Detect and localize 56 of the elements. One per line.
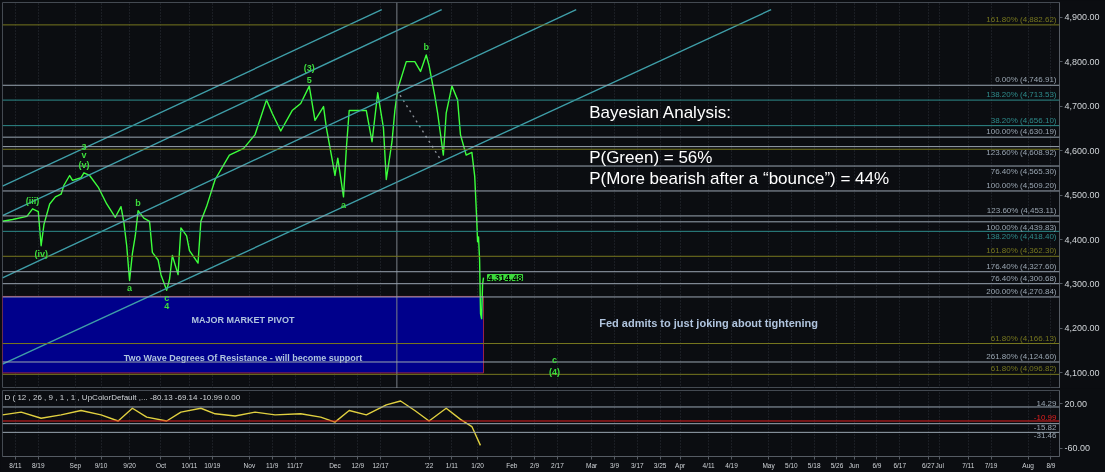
ref-line-label: 61.80% (4,096.82): [990, 364, 1057, 374]
annotation: 5: [306, 75, 312, 86]
annotation: P(More bearish after a “bounce”) = 44%: [589, 169, 890, 189]
y-tick-label: 4,600.00: [1064, 145, 1100, 156]
ref-line-label: -10.99: [1033, 413, 1058, 422]
annotation: (3): [303, 63, 315, 74]
y-tick-label: 4,900.00: [1064, 12, 1100, 23]
band-label: MAJOR MARKET PIVOT: [191, 314, 296, 325]
y-tick-label: 4,500.00: [1064, 190, 1100, 201]
ref-line-label: 200.00% (4,270.84): [986, 286, 1057, 296]
ref-line-label: 123.60% (4,608.92): [986, 147, 1057, 157]
ref-line-label: 138.20% (4,713.53): [986, 90, 1057, 100]
y-tick-label: 4,300.00: [1064, 279, 1100, 289]
ref-line-label: 123.60% (4,453.11): [986, 205, 1057, 215]
annotation: 3: [81, 141, 87, 152]
ref-line-label: 100.00% (4,509.20): [986, 180, 1057, 190]
ref-line-label: 176.40% (4,327.60): [986, 261, 1057, 271]
ref-line-label: -15.82: [1033, 422, 1058, 432]
annotation: a: [127, 283, 134, 294]
y-tick-label: 4,100.00: [1064, 367, 1100, 378]
ref-line-label: 14.29: [1036, 398, 1058, 408]
annotation: Bayesian Analysis:: [589, 103, 731, 123]
y-tick-label: 20.00: [1064, 398, 1088, 409]
annotation: 4,314.48: [487, 272, 523, 283]
annotation: (v): [78, 159, 90, 170]
ref-line-label: -31.46: [1033, 431, 1058, 441]
chart-title: D ( 12 , 26 , 9 , 1 , 1 , UpColorDefault ,... -80.13 -69.14 -10.99 0.00: [4, 392, 241, 402]
ref-line-label: 38.20% (4,656.10): [990, 115, 1057, 125]
line-series: [2, 400, 482, 447]
ref-line-label: 261.80% (4,124.60): [986, 352, 1057, 361]
annotation: Fed admits to just joking about tightening: [599, 316, 818, 329]
ref-line-label: 76.40% (4,565.30): [990, 167, 1057, 177]
ref-line-label: 100.00% (4,439.83): [986, 222, 1057, 232]
annotation: c: [164, 293, 170, 304]
y-tick-label: -60.00: [1064, 443, 1091, 454]
annotation: (4): [549, 367, 561, 378]
annotation: (iv): [34, 248, 48, 259]
annotation: P(Green) = 56%: [589, 148, 713, 168]
ref-line-label: 61.80% (4,166.13): [990, 333, 1057, 343]
y-tick-label: 4,800.00: [1064, 56, 1100, 67]
ref-line-label: 76.40% (4,300.68): [990, 273, 1057, 283]
annotation: b: [423, 41, 430, 52]
annotation: a: [341, 199, 347, 210]
band-label: Two Wave Degrees Of Resistance - will become support: [123, 353, 363, 364]
ref-line-label: 100.00% (4,630.19): [986, 127, 1057, 137]
y-tick-label: 4,400.00: [1064, 234, 1100, 245]
annotation: b: [135, 197, 142, 208]
ref-line-label: 138.20% (4,418.40): [986, 232, 1057, 242]
ref-line-label: 161.80% (4,882.62): [986, 14, 1057, 24]
ref-line-label: 0.00% (4,746.91): [995, 75, 1057, 85]
ref-line-label: 161.80% (4,362.30): [986, 246, 1057, 256]
annotation: c: [552, 355, 558, 366]
annotation: 4: [164, 301, 170, 312]
y-tick-label: 4,200.00: [1064, 323, 1100, 334]
y-tick-label: 4,700.00: [1064, 101, 1100, 112]
annotation: v: [81, 149, 87, 160]
